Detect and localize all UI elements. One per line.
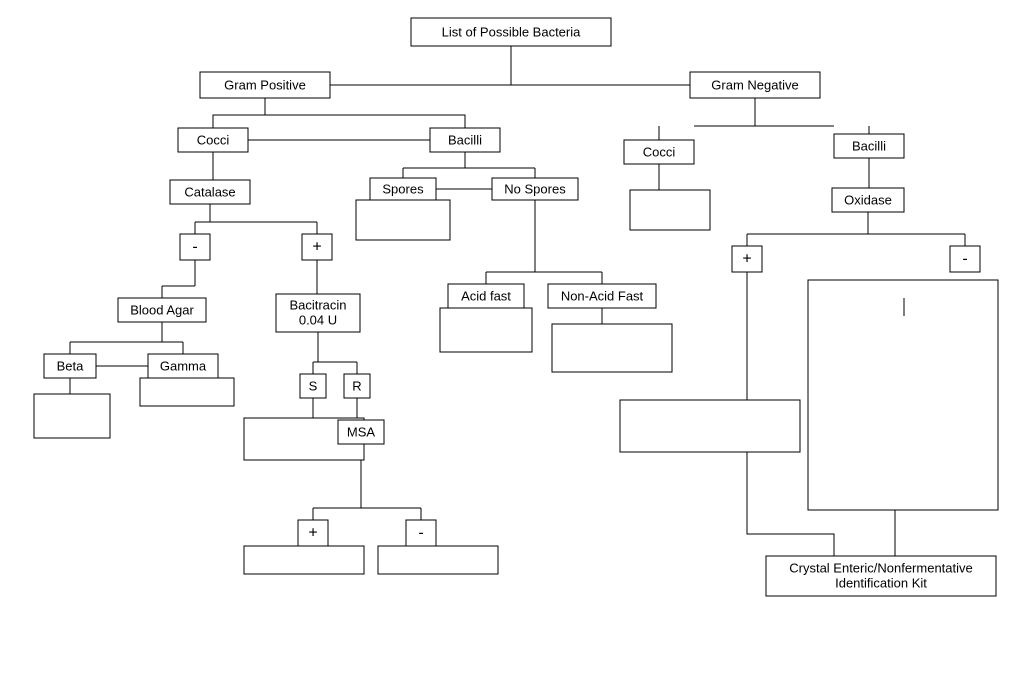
node-ox_plus_box: [620, 400, 800, 452]
node-bacitracin: Bacitracin0.04 U: [276, 294, 360, 332]
node-label: 0.04 U: [299, 312, 337, 327]
node-crystal_kit: Crystal Enteric/NonfermentativeIdentific…: [766, 556, 996, 596]
node-gamma: Gamma: [148, 354, 218, 378]
node-label: Acid fast: [461, 289, 511, 304]
node-label: Identification Kit: [835, 575, 927, 590]
node-msa_plus: +: [298, 520, 328, 546]
node-box: [378, 546, 498, 574]
node-label: No Spores: [504, 182, 566, 197]
node-oxidase: Oxidase: [832, 188, 904, 212]
node-label: Gram Positive: [224, 78, 306, 93]
node-box: [440, 308, 532, 352]
node-msa: MSA: [338, 420, 384, 444]
node-cat_plus: +: [302, 234, 332, 260]
node-msa_minus: -: [406, 520, 436, 546]
node-beta_box: [34, 394, 110, 438]
node-acid_fast_box: [440, 308, 532, 352]
node-label: Spores: [382, 182, 424, 197]
nodes: List of Possible Bacteria Gram Positive Gr…: [34, 18, 998, 596]
node-label: Gamma: [160, 359, 207, 374]
node-gp_bacilli: Bacilli: [430, 128, 500, 152]
node-gn_bacilli: Bacilli: [834, 134, 904, 158]
node-label: +: [312, 239, 321, 256]
node-root: List of Possible Bacteria: [411, 18, 611, 46]
node-non_acid_fast: Non-Acid Fast: [548, 284, 656, 308]
node-label: R: [352, 379, 361, 394]
flowchart-canvas: List of Possible Bacteria Gram Positive Gr…: [0, 0, 1024, 699]
edge: [213, 98, 265, 128]
node-box: [808, 280, 998, 510]
node-label: S: [309, 379, 318, 394]
node-gram_neg: Gram Negative: [690, 72, 820, 98]
node-label: Blood Agar: [130, 303, 194, 318]
node-spores_box: [356, 200, 450, 240]
node-label: -: [962, 251, 967, 268]
node-label: Crystal Enteric/Nonfermentative: [789, 560, 973, 575]
node-msa_plus_box: [244, 546, 364, 574]
node-label: +: [742, 251, 751, 268]
node-gram_pos: Gram Positive: [200, 72, 330, 98]
node-msa_minus_box: [378, 546, 498, 574]
node-box: [620, 400, 800, 452]
node-label: Bacilli: [852, 139, 886, 154]
node-acid_fast: Acid fast: [448, 284, 524, 308]
node-bac_r: R: [344, 374, 370, 398]
node-label: Catalase: [184, 185, 235, 200]
node-label: Bacilli: [448, 133, 482, 148]
node-box: [140, 378, 234, 406]
node-beta: Beta: [44, 354, 96, 378]
node-box: [552, 324, 672, 372]
node-box: [630, 190, 710, 230]
node-gamma_box: [140, 378, 234, 406]
node-label: Beta: [57, 359, 85, 374]
node-catalase: Catalase: [170, 180, 250, 204]
node-label: -: [418, 525, 423, 542]
node-ox_minus: -: [950, 246, 980, 272]
node-no_spores: No Spores: [492, 178, 578, 200]
node-box: [34, 394, 110, 438]
edge: [265, 115, 465, 128]
node-label: -: [192, 239, 197, 256]
node-gn_cocci_box: [630, 190, 710, 230]
node-label: Cocci: [197, 133, 230, 148]
node-label: Non-Acid Fast: [561, 289, 644, 304]
node-box: [244, 546, 364, 574]
node-bac_s: S: [300, 374, 326, 398]
node-blood_agar: Blood Agar: [118, 298, 206, 322]
node-ox_minus_box: [808, 280, 998, 510]
node-label: Oxidase: [844, 193, 892, 208]
node-gp_cocci: Cocci: [178, 128, 248, 152]
node-label: Cocci: [643, 145, 676, 160]
node-box: [356, 200, 450, 240]
node-label: +: [308, 525, 317, 542]
node-label: List of Possible Bacteria: [442, 25, 582, 40]
node-ox_plus: +: [732, 246, 762, 272]
node-label: Bacitracin: [289, 297, 346, 312]
node-non_acid_box: [552, 324, 672, 372]
node-gn_cocci: Cocci: [624, 140, 694, 164]
node-spores: Spores: [370, 178, 436, 200]
node-label: Gram Negative: [711, 78, 798, 93]
node-cat_minus: -: [180, 234, 210, 260]
node-label: MSA: [347, 425, 376, 440]
